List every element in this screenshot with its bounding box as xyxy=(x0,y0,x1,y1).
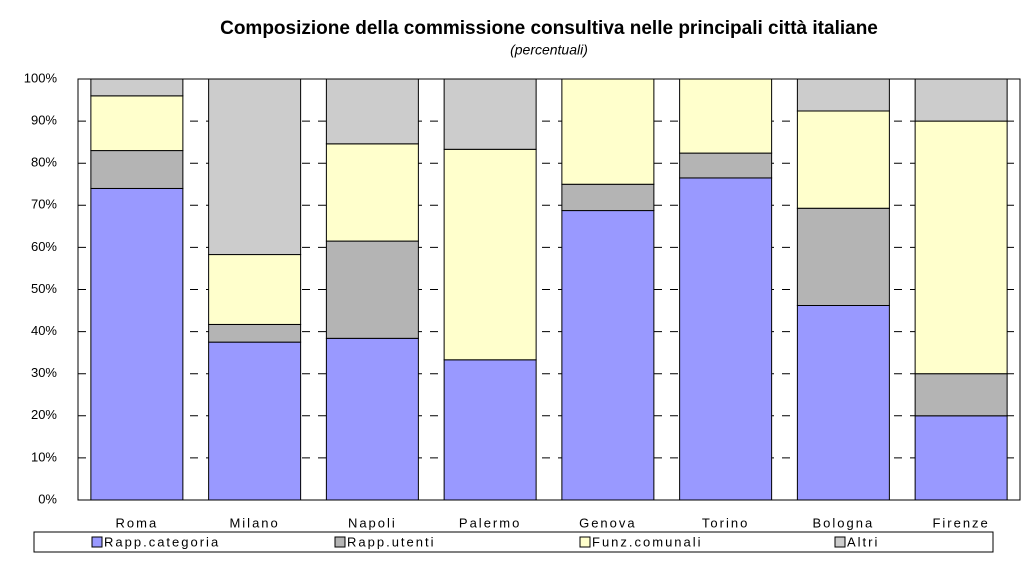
bar-segment xyxy=(443,359,537,501)
bar-segment xyxy=(796,78,890,112)
x-tick-label: Napoli xyxy=(348,515,397,530)
y-tick-label: 0% xyxy=(38,491,57,506)
bar-segment xyxy=(208,323,302,343)
bar-segment xyxy=(90,78,184,97)
x-tick-label: Torino xyxy=(702,515,749,530)
x-tick-label: Bologna xyxy=(813,515,875,530)
x-tick-label: Milano xyxy=(229,515,279,530)
legend-label: Rapp.categoria xyxy=(104,534,220,549)
y-tick-label: 60% xyxy=(31,239,57,254)
bar-segment xyxy=(325,78,419,145)
y-tick-label: 50% xyxy=(31,281,57,296)
bar-segment xyxy=(90,150,184,189)
bar-segment xyxy=(679,177,773,501)
bar-segment xyxy=(679,152,773,179)
bar-segment xyxy=(561,183,655,212)
bar-segment xyxy=(796,207,890,306)
bar-segment xyxy=(914,120,1008,375)
x-tick-label: Roma xyxy=(116,515,159,530)
y-tick-label: 80% xyxy=(31,155,57,170)
bar-segment xyxy=(914,373,1008,417)
bar-segment xyxy=(561,210,655,501)
y-tick-label: 30% xyxy=(31,365,57,380)
y-tick-label: 70% xyxy=(31,197,57,212)
y-tick-label: 40% xyxy=(31,323,57,338)
bar-segment xyxy=(443,148,537,361)
bar-segment xyxy=(914,415,1008,501)
x-tick-label: Firenze xyxy=(932,515,989,530)
bar-segment xyxy=(208,78,302,256)
bar-segment xyxy=(561,78,655,185)
bar-segment xyxy=(325,240,419,339)
chart-subtitle: (percentuali) xyxy=(510,42,588,58)
bar-segment xyxy=(90,95,184,152)
legend-swatch xyxy=(579,536,591,548)
bar-segment xyxy=(796,304,890,501)
legend-label: Altri xyxy=(847,534,879,549)
y-tick-label: 90% xyxy=(31,113,57,128)
x-tick-label: Palermo xyxy=(459,515,521,530)
bar-segment xyxy=(325,337,419,501)
legend-swatch xyxy=(334,536,346,548)
chart-title: Composizione della commissione consultiv… xyxy=(220,18,878,39)
y-tick-label: 10% xyxy=(31,449,57,464)
bar-segment xyxy=(914,78,1008,122)
bar-segment xyxy=(90,187,184,501)
legend-swatch xyxy=(834,536,846,548)
bar-segment xyxy=(208,254,302,325)
legend-swatch xyxy=(91,536,103,548)
y-tick-label: 20% xyxy=(31,407,57,422)
y-tick-label: 100% xyxy=(24,70,58,85)
bar-segment xyxy=(796,110,890,209)
bar-segment xyxy=(679,78,773,154)
x-tick-label: Genova xyxy=(579,515,637,530)
bar-segment xyxy=(443,78,537,150)
bar-segment xyxy=(208,341,302,501)
legend-label: Funz.comunali xyxy=(592,534,703,549)
plot-frame xyxy=(77,78,1021,501)
legend-box xyxy=(33,531,994,553)
bar-segment xyxy=(325,143,419,242)
legend-label: Rapp.utenti xyxy=(347,534,436,549)
